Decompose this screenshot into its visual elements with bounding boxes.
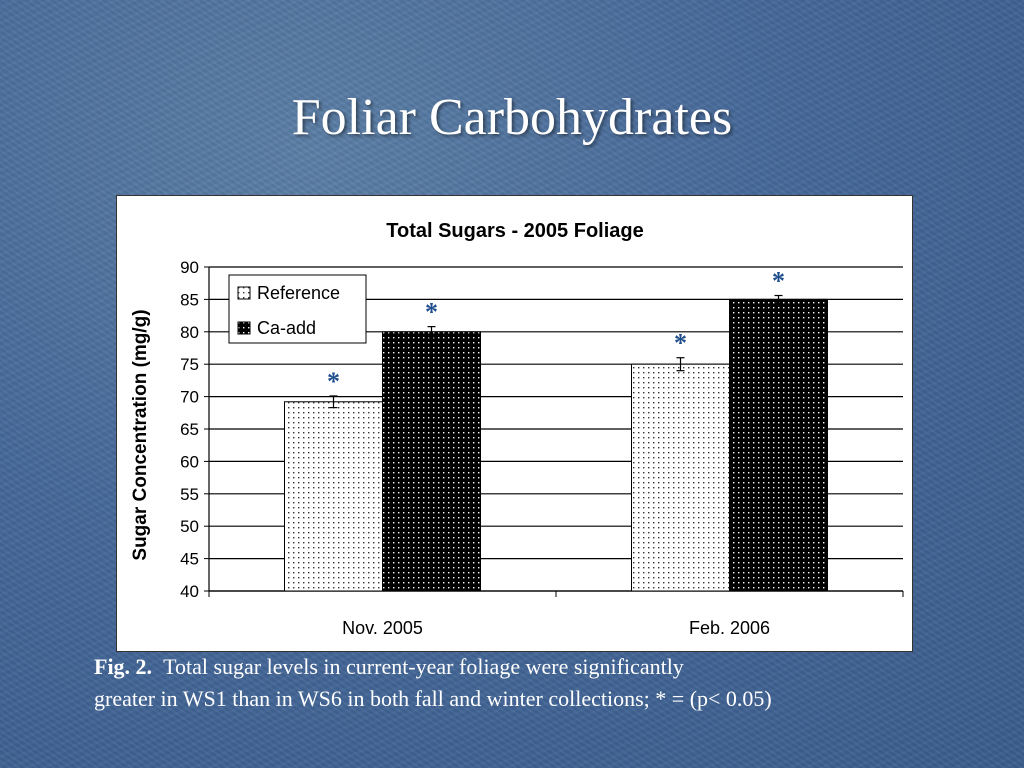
y-tick-label: 40 bbox=[180, 582, 199, 601]
figure-caption: Fig. 2. Total sugar levels in current-ye… bbox=[94, 651, 974, 715]
y-tick-label: 60 bbox=[180, 452, 199, 471]
y-tick-label: 75 bbox=[180, 355, 199, 374]
y-axis-label: Sugar Concentration (mg/g) bbox=[130, 309, 151, 560]
bar-reference bbox=[284, 401, 383, 592]
y-tick-label: 85 bbox=[180, 290, 199, 309]
plot-area: 40 45 50 55 60 65 70 75 80 85 90 Nov. 2005 Feb. 2006… bbox=[180, 258, 904, 638]
bar-ca-add bbox=[729, 298, 828, 592]
bar-reference bbox=[631, 363, 730, 592]
x-tick-label: Nov. 2005 bbox=[342, 618, 423, 638]
caption-label: Fig. 2. bbox=[94, 654, 153, 679]
significance-marker: * bbox=[674, 329, 687, 358]
bar-ca-add bbox=[382, 331, 481, 592]
slide-title: Foliar Carbohydrates bbox=[291, 89, 733, 146]
y-tick-label: 80 bbox=[180, 323, 199, 342]
significance-marker: * bbox=[425, 298, 438, 327]
legend-swatch bbox=[237, 321, 251, 335]
bar-chart: Total Sugars - 2005 Foliage Sugar Concen… bbox=[130, 220, 904, 638]
y-tick-label: 65 bbox=[180, 420, 199, 439]
y-tick-label: 50 bbox=[180, 517, 199, 536]
x-tick-label: Feb. 2006 bbox=[689, 618, 770, 638]
legend-label: Reference bbox=[257, 283, 340, 303]
y-tick-label: 70 bbox=[180, 388, 199, 407]
significance-marker: * bbox=[772, 267, 785, 296]
caption-line-1: Fig. 2. Total sugar levels in current-ye… bbox=[94, 651, 974, 683]
chart-container: Total Sugars - 2005 Foliage Sugar Concen… bbox=[116, 195, 913, 652]
legend-swatch bbox=[237, 286, 251, 300]
legend-box bbox=[228, 274, 367, 344]
caption-text-2: greater in WS1 than in WS6 in both fall … bbox=[94, 686, 772, 711]
legend-label: Ca-add bbox=[257, 318, 316, 338]
y-tick-label: 55 bbox=[180, 485, 199, 504]
y-tick-label: 90 bbox=[180, 258, 199, 277]
caption-text-1: Total sugar levels in current-year folia… bbox=[163, 654, 684, 679]
significance-marker: * bbox=[327, 367, 340, 396]
chart-title: Total Sugars - 2005 Foliage bbox=[386, 220, 643, 242]
y-tick-label: 45 bbox=[180, 550, 199, 569]
